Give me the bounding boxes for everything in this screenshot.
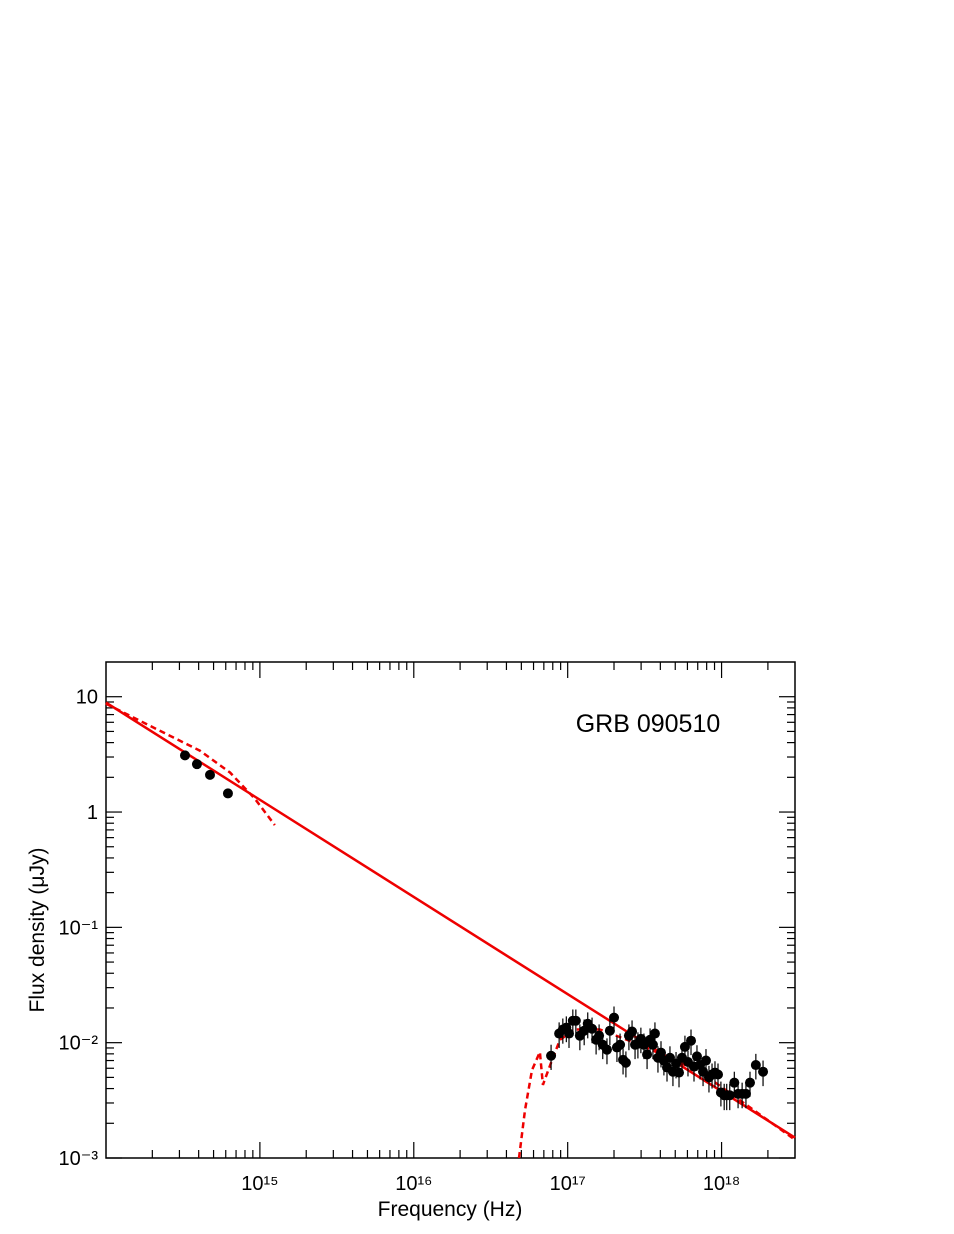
annotation: GRB 090510 bbox=[576, 710, 721, 738]
data-point bbox=[570, 1015, 581, 1026]
data-point bbox=[615, 1039, 626, 1050]
data-point bbox=[179, 750, 190, 761]
y-tick-label: 10 bbox=[76, 687, 98, 709]
data-point bbox=[604, 1025, 615, 1036]
data-point bbox=[204, 769, 215, 780]
x-tick-label: 10¹⁵ bbox=[241, 1173, 278, 1195]
model-line bbox=[105, 702, 276, 826]
y-axis-title: Flux density (μJy) bbox=[26, 848, 49, 1013]
data-point bbox=[691, 1051, 702, 1062]
data-point bbox=[620, 1057, 631, 1068]
data-point bbox=[594, 1030, 605, 1041]
x-tick-label: 10¹⁶ bbox=[395, 1173, 432, 1195]
data-point bbox=[740, 1088, 751, 1099]
data-point bbox=[686, 1035, 697, 1046]
data-point bbox=[700, 1055, 711, 1066]
model-line bbox=[517, 1028, 796, 1159]
data-point bbox=[758, 1066, 769, 1077]
data-point bbox=[649, 1028, 660, 1039]
data-point bbox=[744, 1077, 755, 1088]
data-point bbox=[191, 759, 202, 770]
data-point bbox=[222, 788, 233, 799]
data-point bbox=[647, 1039, 658, 1050]
x-axis-title: Frequency (Hz) bbox=[378, 1198, 523, 1221]
data-point bbox=[546, 1050, 557, 1061]
data-point bbox=[601, 1044, 612, 1055]
data-point bbox=[750, 1060, 761, 1071]
data-point bbox=[713, 1069, 724, 1080]
y-tick-label: 10⁻² bbox=[59, 1033, 99, 1055]
data-point bbox=[679, 1041, 690, 1052]
model-line bbox=[105, 701, 796, 1139]
y-tick-label: 1 bbox=[87, 802, 98, 824]
y-tick-label: 10⁻³ bbox=[59, 1148, 99, 1170]
x-tick-label: 10¹⁸ bbox=[703, 1173, 740, 1195]
plot-frame bbox=[105, 661, 796, 1159]
data-point bbox=[729, 1077, 740, 1088]
data-point bbox=[587, 1023, 598, 1034]
x-tick-label: 10¹⁷ bbox=[550, 1173, 586, 1195]
data-point bbox=[609, 1012, 620, 1023]
data-point bbox=[564, 1028, 575, 1039]
data-point bbox=[724, 1090, 735, 1101]
y-tick-label: 10⁻¹ bbox=[59, 917, 99, 939]
